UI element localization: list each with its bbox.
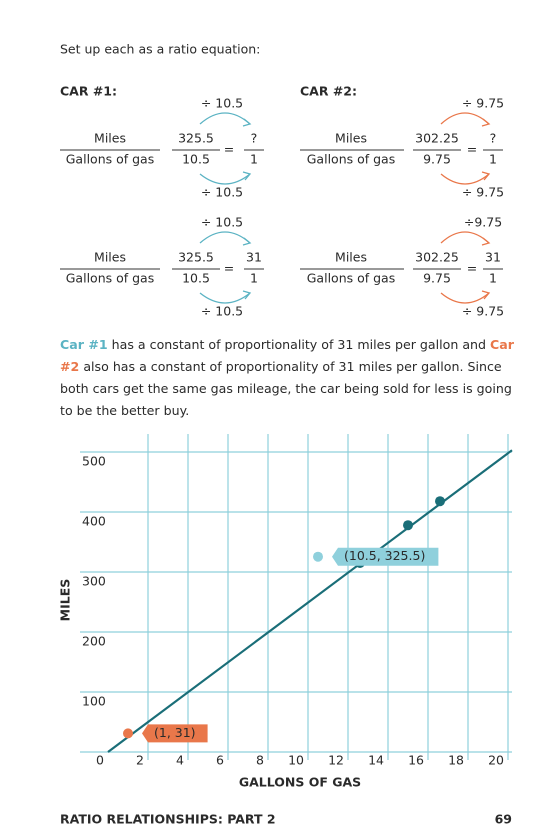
den-label: Gallons of gas (307, 152, 395, 167)
denominator: 10.5 (182, 152, 210, 167)
arc (199, 112, 251, 125)
equals: = (467, 261, 477, 276)
highlight: Car #2 (60, 337, 514, 374)
bottom-op: ÷ 10.5 (201, 304, 243, 319)
denominator: 9.75 (423, 271, 451, 286)
intro: Set up each as a ratio equation: (60, 42, 260, 57)
x-tick-label: 2 (136, 753, 144, 768)
equals: = (224, 142, 234, 157)
annotation-box (332, 547, 439, 566)
text: has a constant of proportionality of 31 … (107, 337, 491, 352)
x-tick-label: 10 (288, 753, 304, 768)
paragraph: Car #1 has a constant of proportionality… (60, 334, 522, 422)
numerator: ? (251, 131, 258, 146)
arrowhead (242, 118, 252, 127)
point (123, 728, 133, 739)
arc (440, 231, 490, 244)
line (107, 449, 513, 753)
y-tick-label: 500 (82, 454, 106, 469)
num-label: Miles (335, 250, 367, 265)
denominator: 1 (489, 152, 497, 167)
denominator: 1 (250, 152, 258, 167)
arc (199, 231, 251, 244)
denominator: 9.75 (423, 152, 451, 167)
top-op: ÷ 10.5 (201, 96, 243, 111)
top-op: ÷ 10.5 (201, 215, 243, 230)
y-tick-label: 100 (82, 694, 106, 709)
numerator: 31 (485, 250, 501, 265)
equals: = (467, 142, 477, 157)
top-op: ÷ 9.75 (462, 96, 504, 111)
x-tick-label: 8 (256, 753, 264, 768)
arrowhead (481, 118, 491, 127)
numerator: 325.5 (178, 131, 214, 146)
x-axis-label: GALLONS OF GAS (239, 775, 361, 790)
point (435, 496, 445, 507)
arc (440, 292, 490, 304)
x-tick-label: 14 (368, 753, 384, 768)
numerator: 302.25 (415, 131, 459, 146)
highlight: Car #1 (60, 337, 108, 352)
arrowhead (481, 237, 491, 246)
den-label: Gallons of gas (66, 152, 154, 167)
y-tick-label: 400 (82, 514, 106, 529)
equals: = (224, 261, 234, 276)
arrowhead (481, 290, 491, 300)
denominator: 1 (250, 271, 258, 286)
annotation: (1, 31) (154, 725, 196, 740)
x-tick-label: 20 (488, 753, 504, 768)
numerator: 325.5 (178, 250, 214, 265)
den-label: Gallons of gas (66, 271, 154, 286)
num-label: Miles (94, 250, 126, 265)
arc (440, 173, 490, 185)
num-label: Miles (335, 131, 367, 146)
denominator: 1 (489, 271, 497, 286)
footer-section: RATIO RELATIONSHIPS: PART 2 (60, 812, 276, 827)
page-number: 69 (495, 812, 512, 827)
x-tick-label: 6 (216, 753, 224, 768)
text: also has a constant of proportionality o… (60, 359, 512, 418)
bottom-op: ÷ 10.5 (201, 185, 243, 200)
point (313, 551, 323, 562)
denominator: 10.5 (182, 271, 210, 286)
point (403, 520, 413, 531)
x-tick-label: 16 (408, 753, 424, 768)
arc (440, 112, 490, 125)
arrowhead (481, 171, 491, 181)
x-tick-label: 4 (176, 753, 184, 768)
y-tick-label: 300 (82, 574, 106, 589)
car-label: CAR #2: (300, 84, 357, 99)
annotation-box (142, 724, 208, 743)
arc (199, 173, 251, 185)
top-op: ÷9.75 (464, 215, 502, 230)
x-tick-label: 12 (328, 753, 344, 768)
numerator: 302.25 (415, 250, 459, 265)
annotation: (10.5, 325.5) (344, 548, 425, 563)
car-label: CAR #1: (60, 84, 117, 99)
arrowhead (242, 237, 252, 246)
den-label: Gallons of gas (307, 271, 395, 286)
x-tick-label: 0 (96, 753, 104, 768)
arrowhead (242, 290, 252, 300)
arc (199, 292, 251, 304)
bottom-op: ÷ 9.75 (462, 304, 504, 319)
y-tick-label: 200 (82, 634, 106, 649)
numerator: ? (490, 131, 497, 146)
bottom-op: ÷ 9.75 (462, 185, 504, 200)
y-axis-label: MILES (58, 579, 73, 622)
arrowhead (242, 171, 252, 181)
num-label: Miles (94, 131, 126, 146)
x-tick-label: 18 (448, 753, 464, 768)
numerator: 31 (246, 250, 262, 265)
